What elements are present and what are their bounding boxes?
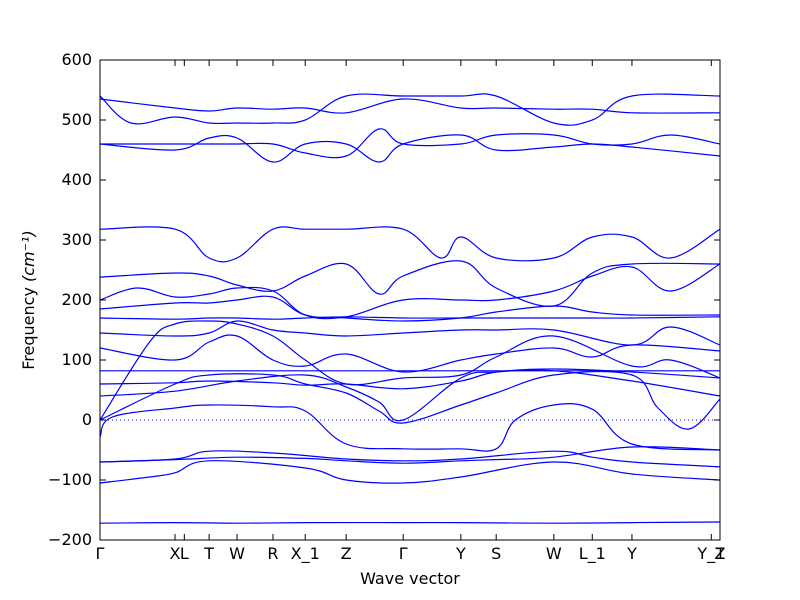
x-axis-label: Wave vector [360,569,460,588]
band-line-17 [100,226,720,263]
y-axis-label-unit: (cm⁻¹) [19,230,38,282]
y-tick-label: −100 [48,470,92,489]
x-tick-label: S [491,544,501,563]
x-tick-label: Γ [96,544,105,563]
y-tick-label: 400 [61,170,92,189]
x-tick-label: R [267,544,278,563]
x-tick-label: Z [715,544,726,563]
band-line-2 [100,460,720,484]
y-tick-label: 200 [61,290,92,309]
y-axis-label-text: Frequency [19,287,38,370]
y-tick-label: 300 [61,230,92,249]
band-line-10 [100,320,720,421]
y-tick-label: 600 [61,50,92,69]
x-tick-label: L [180,544,189,563]
y-tick-label: 0 [82,410,92,429]
series-layer [100,93,720,524]
y-tick-label: −200 [48,530,92,549]
y-axis-label: Frequency (cm⁻¹) [19,230,38,369]
x-tick-label: Y_1 [696,544,725,564]
band-line-16 [100,260,720,307]
x-axis: Γ X L T W R X_1 Z Γ Y S W L_1 Y Y_1Z [96,60,726,564]
band-line-21 [100,98,720,114]
band-line-12 [100,320,720,346]
x-tick-label: X [170,544,181,563]
x-tick-label: X_1 [291,544,320,564]
band-line-6 [100,370,720,430]
band-line-11 [100,334,720,373]
y-tick-label: 100 [61,350,92,369]
band-line-19 [100,128,720,159]
x-tick-label: W [546,544,562,563]
band-line-5 [100,403,720,452]
band-line-13 [100,316,720,320]
x-tick-label: L_1 [579,544,606,564]
y-axis: −200 −100 0 100 200 300 400 500 600 [48,50,720,549]
x-tick-label: Γ [399,544,408,563]
x-tick-label: Y [455,544,466,563]
band-line-4 [100,446,720,464]
x-tick-label: Y [626,544,637,563]
x-tick-label: Z [341,544,352,563]
band-line-20 [100,93,720,126]
band-line-18 [100,134,720,163]
x-tick-label: T [203,544,214,563]
band-line-8 [100,368,720,390]
band-line-3 [100,450,720,468]
y-tick-label: 500 [61,110,92,129]
band-line-1 [100,521,720,524]
band-line-15 [100,263,720,320]
x-tick-label: W [229,544,245,563]
band-line-14 [100,295,720,322]
